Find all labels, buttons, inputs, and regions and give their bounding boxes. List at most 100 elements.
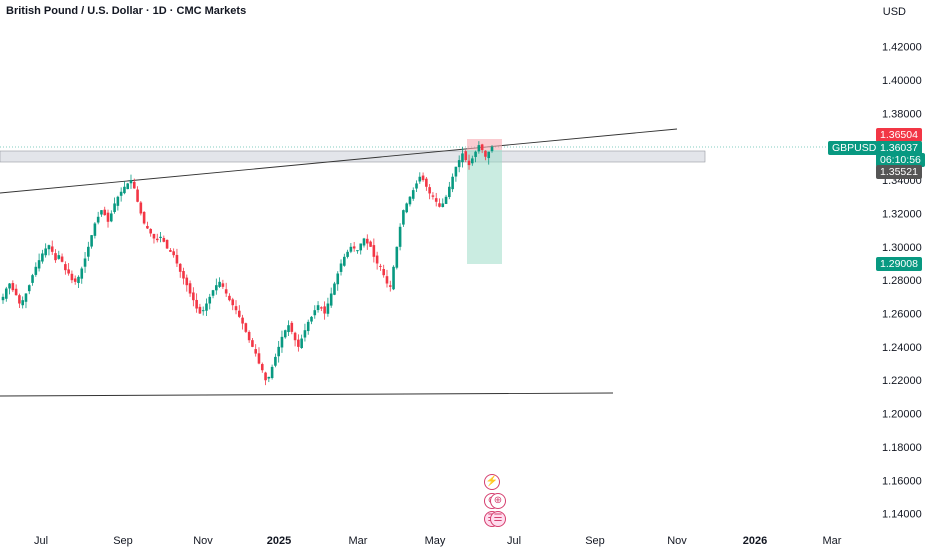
candle-body — [129, 180, 133, 184]
y-tick-label: 1.24000 — [882, 342, 922, 354]
us-flag-icon-secondary[interactable]: ☰ — [490, 511, 506, 527]
last-price-label: 1.36037 — [876, 141, 922, 155]
candle-body — [195, 299, 198, 309]
candle-body — [484, 150, 487, 157]
candle-body — [290, 322, 294, 332]
time-axis[interactable]: Jul Sep Nov 2025 Mar May Jul Sep Nov 2026 Mar — [34, 535, 842, 547]
position-stop-zone[interactable] — [467, 139, 502, 150]
candle-body — [448, 186, 451, 198]
x-tick-label: Jul — [507, 535, 521, 547]
y-tick-label: 1.28000 — [882, 275, 922, 287]
candle-body — [260, 364, 264, 371]
candle-body — [402, 210, 405, 225]
stop-price-label: 1.36504 — [876, 128, 922, 142]
y-tick-label: 1.16000 — [882, 475, 922, 487]
candle-body — [188, 283, 192, 294]
candle-body — [80, 268, 84, 279]
candle-body — [277, 346, 280, 357]
candle-body — [110, 213, 113, 222]
bar-countdown-label: 06:10:56 — [876, 153, 925, 167]
lightning-icon[interactable]: ⚡ — [484, 474, 500, 490]
candle-body — [418, 176, 422, 182]
candle-body — [165, 239, 169, 249]
candle-body — [57, 255, 61, 259]
candle-body — [333, 283, 336, 295]
candle-body — [169, 250, 172, 252]
candle-body — [280, 336, 284, 348]
candle-body — [471, 158, 474, 164]
candle-body — [31, 275, 34, 283]
candle-body — [8, 283, 11, 289]
candle-body — [21, 300, 24, 306]
candle-body — [77, 276, 80, 284]
resistance-zone[interactable] — [0, 150, 706, 163]
candle-body — [70, 273, 74, 281]
candle-body — [132, 181, 136, 189]
candle-body — [385, 276, 389, 284]
candle-body — [490, 146, 494, 152]
candle-body — [392, 266, 395, 290]
candle-body — [231, 299, 235, 306]
candle-body — [237, 310, 241, 317]
price-axis[interactable]: 1.420001.400001.380001.360001.340001.320… — [882, 42, 922, 521]
zone-low-price-label: 1.35521 — [876, 165, 922, 179]
candle-body — [159, 236, 162, 238]
candle-body — [451, 176, 454, 190]
candle-body — [365, 238, 369, 244]
candle-body — [388, 285, 392, 287]
candle-body — [421, 175, 425, 181]
candle-body — [474, 151, 477, 157]
candle-body — [323, 306, 326, 314]
candle-body — [54, 253, 57, 261]
candle-body — [267, 376, 271, 379]
candle-body — [349, 246, 353, 252]
target-price-label: 1.29008 — [876, 257, 922, 271]
candle-body — [60, 256, 64, 262]
candle-body — [339, 263, 343, 272]
candle-body — [192, 292, 195, 301]
candle-body — [73, 278, 77, 282]
y-tick-label: 1.42000 — [882, 42, 922, 54]
candle-body — [254, 349, 258, 354]
candle-body — [44, 248, 47, 256]
candle-body — [343, 256, 346, 266]
candle-body — [47, 245, 51, 250]
candle-body — [405, 203, 408, 213]
candle-body — [300, 338, 303, 349]
x-tick-label: Jul — [34, 535, 48, 547]
x-tick-label: Nov — [667, 535, 687, 547]
candle-body — [172, 251, 175, 256]
flag-icon-secondary[interactable]: ⊕ — [490, 493, 506, 509]
candle-body — [257, 353, 261, 364]
candle-body — [444, 196, 448, 204]
candle-body — [41, 253, 44, 262]
candle-body — [398, 226, 402, 247]
candle-body — [480, 144, 484, 151]
candle-body — [303, 330, 307, 338]
candle-body — [411, 190, 415, 199]
candle-body — [336, 273, 340, 285]
candle-body — [116, 196, 120, 206]
candle-body — [90, 235, 93, 247]
candle-body — [221, 283, 225, 287]
candle-body — [175, 254, 179, 264]
candle-body — [234, 306, 238, 311]
y-tick-label: 1.32000 — [882, 208, 922, 220]
candle-body — [93, 223, 97, 236]
y-tick-label: 1.26000 — [882, 309, 922, 321]
candle-body — [123, 186, 126, 194]
candle-body — [477, 145, 481, 152]
candle-body — [24, 293, 28, 302]
candle-body — [457, 160, 461, 168]
candle-body — [247, 331, 251, 341]
position-target-zone[interactable] — [467, 150, 502, 264]
candle-body — [37, 260, 41, 269]
upper-trendline[interactable] — [0, 128, 678, 194]
x-tick-label: May — [425, 535, 446, 547]
lower-support-line[interactable] — [0, 392, 614, 397]
currency-label[interactable]: USD — [882, 6, 906, 18]
candle-body — [215, 285, 218, 291]
candle-body — [362, 238, 366, 246]
candle-body — [461, 153, 464, 163]
